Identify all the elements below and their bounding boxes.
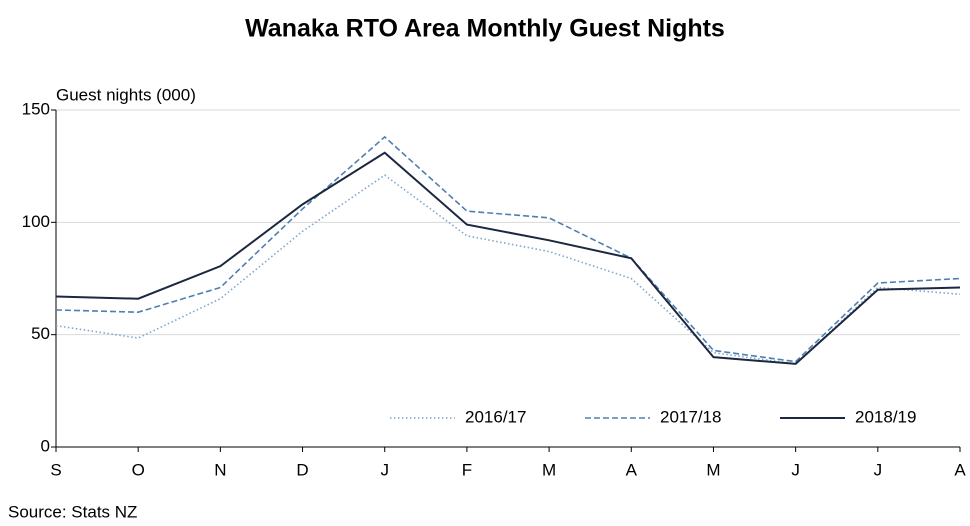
y-axis-label: Guest nights (000) (56, 85, 196, 104)
x-tick-label: M (542, 460, 556, 479)
x-tick-label: N (214, 460, 226, 479)
x-tick-label: S (50, 460, 61, 479)
x-tick-label: M (706, 460, 720, 479)
legend-label: 2017/18 (660, 407, 721, 426)
legend-label: 2016/17 (465, 407, 526, 426)
y-tick-label: 100 (22, 212, 50, 231)
source: Source: Stats NZ (8, 502, 137, 521)
series-line (55, 174, 961, 365)
x-tick-label: A (954, 460, 966, 479)
y-tick-label: 0 (41, 436, 50, 455)
y-tick-label: 50 (31, 324, 50, 343)
chart-title: Wanaka RTO Area Monthly Guest Nights (245, 15, 725, 43)
x-tick-label: O (132, 460, 145, 479)
y-tick-label: 150 (22, 99, 50, 118)
x-tick-label: A (626, 460, 638, 479)
series-line (55, 135, 961, 363)
x-tick-label: J (874, 460, 883, 479)
series-line (55, 151, 961, 365)
x-tick-label: F (462, 460, 472, 479)
x-tick-label: D (296, 460, 308, 479)
legend-label: 2018/19 (855, 407, 916, 426)
x-tick-label: J (791, 460, 800, 479)
x-tick-label: J (380, 460, 389, 479)
